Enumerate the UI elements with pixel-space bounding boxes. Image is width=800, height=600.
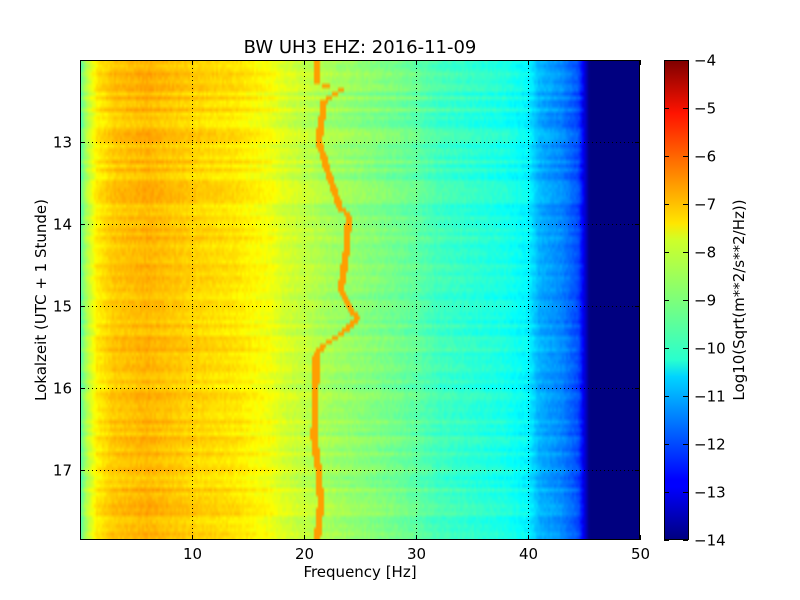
- y-tick-label: 14: [53, 216, 72, 234]
- y-tick-label: 16: [53, 380, 72, 398]
- colorbar-tick-label: −9: [694, 292, 716, 310]
- plot-frame: [80, 60, 640, 540]
- colorbar-tick-label: −4: [694, 52, 716, 70]
- colorbar-tick-label: −8: [694, 244, 716, 262]
- y-tick-label: 17: [53, 462, 72, 480]
- colorbar-tick-label: −7: [694, 196, 716, 214]
- colorbar-tick-label: −5: [694, 100, 716, 118]
- y-axis-label: Lokalzeit (UTC + 1 Stunde): [32, 199, 50, 401]
- x-tick-label: 20: [295, 545, 314, 563]
- y-tick-label: 15: [53, 298, 72, 316]
- x-axis-label: Frequency [Hz]: [303, 563, 416, 581]
- colorbar-tick-label: −14: [694, 532, 726, 550]
- x-tick-label: 50: [631, 545, 650, 563]
- y-axis: 13 14 15 16 17: [53, 134, 640, 480]
- spectrogram-image: [80, 60, 640, 540]
- colorbar-tick-label: −11: [694, 388, 726, 406]
- colorbar-tick-label: −10: [694, 340, 726, 358]
- x-tick-label: 30: [407, 545, 426, 563]
- colorbar-label: Log10(Sqrt(m**2/s**2/Hz)): [730, 199, 748, 400]
- heatmap-layer: [80, 60, 640, 540]
- grid-lines: [80, 60, 640, 540]
- x-axis: 10 20 30 40 50: [183, 60, 650, 563]
- colorbar-tick-label: −6: [694, 148, 716, 166]
- chart-title: BW UH3 EHZ: 2016-11-09: [244, 37, 477, 58]
- x-tick-label: 40: [519, 545, 538, 563]
- x-tick-label: 10: [183, 545, 202, 563]
- colorbar-tick-label: −13: [694, 484, 726, 502]
- colorbar-axis: −4 −5 −6 −7 −8 −9 −10 −11 −12 −13 −14: [664, 52, 726, 550]
- y-tick-label: 13: [53, 134, 72, 152]
- colorbar-tick-label: −12: [694, 436, 726, 454]
